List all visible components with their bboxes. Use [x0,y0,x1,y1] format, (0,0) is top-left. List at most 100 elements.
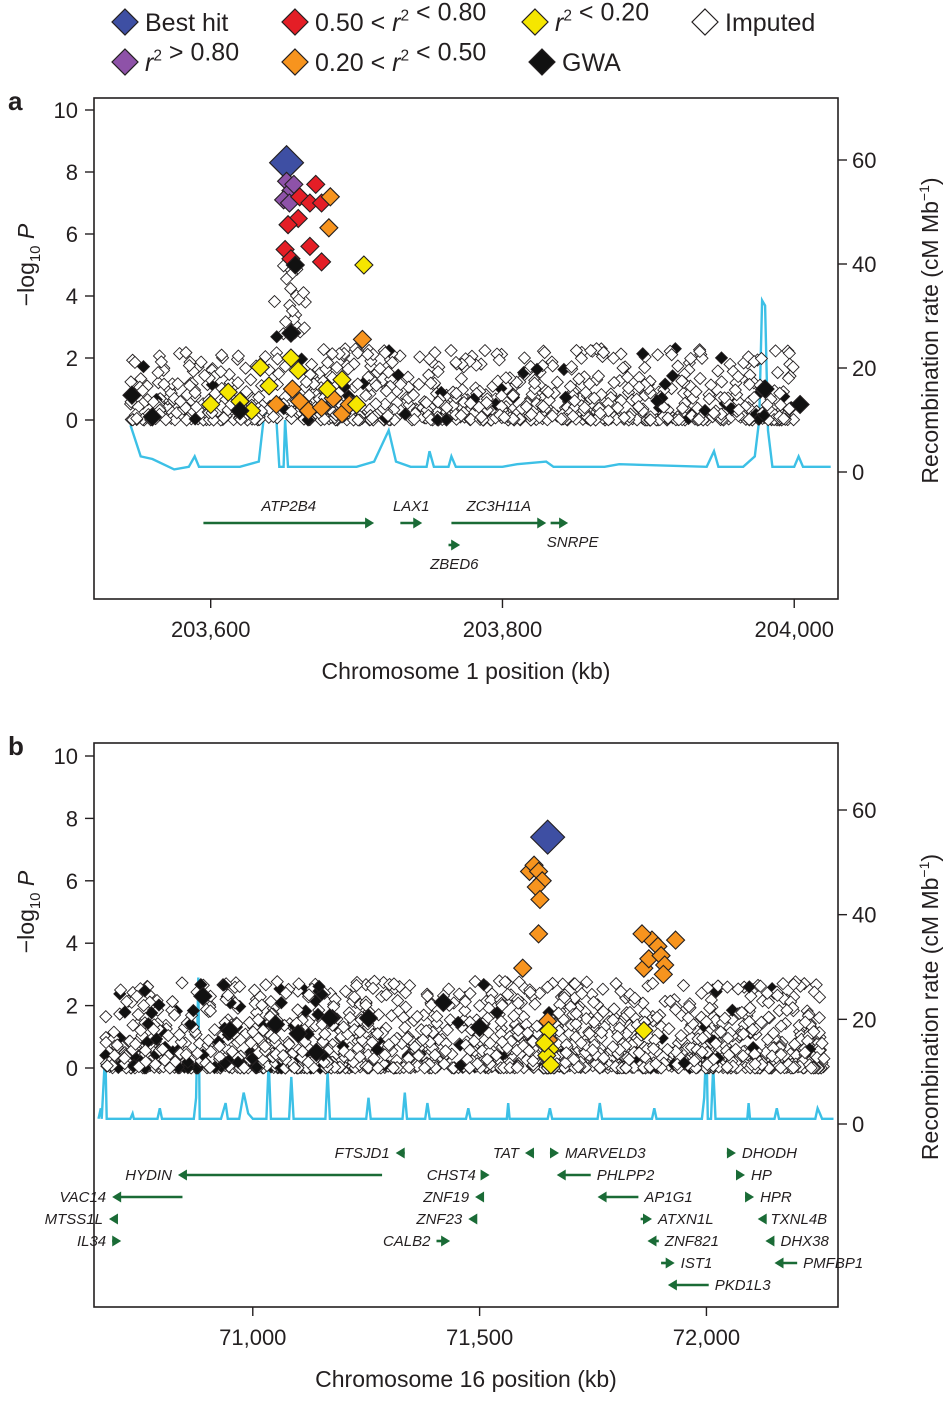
imputed-point [657,400,671,414]
imputed-point [99,1035,113,1050]
imputed-point [373,361,387,376]
imputed-point [584,343,598,358]
gene-arrow-head [112,1235,122,1247]
imputed-point [661,411,675,425]
imputed-point [353,1050,367,1064]
imputed-point [663,994,677,1008]
x-axis-label: Chromosome 1 position (kb) [322,658,611,684]
gwa-point [714,351,729,365]
imputed-point [606,351,621,365]
imputed-point [707,1052,721,1066]
imputed-point [692,412,706,427]
imputed-point [668,1002,683,1017]
gene-label-calb2: CALB2 [383,1233,431,1250]
imputed-point [807,1025,821,1039]
imputed-point [586,1043,600,1057]
gene-label-atp2b4: ATP2B4 [260,498,316,515]
imputed-point [110,1038,124,1052]
imputed-point [302,988,316,1002]
snp-point-low [259,376,279,396]
imputed-point [165,994,180,1009]
imputed-point [381,408,395,423]
imputed-point [247,983,262,997]
imputed-point [709,1037,723,1051]
x-axis-label: Chromosome 16 position (kb) [315,1366,617,1392]
snp-point-low [346,394,367,415]
imputed-point [495,1035,509,1049]
imputed-point [463,986,477,1001]
imputed-point [128,1037,143,1051]
imputed-point [662,1022,676,1036]
imputed-point [621,381,636,395]
gene-arrow-head [108,1213,118,1225]
imputed-point [398,1020,412,1035]
imputed-point [735,1005,749,1020]
imputed-point [120,994,134,1009]
gene-label-zbed6: ZBED6 [429,556,479,573]
gene-label-pmfbp1: PMFBP1 [803,1255,863,1272]
legend-marker-6 [528,48,556,76]
imputed-point [463,396,478,410]
imputed-point [113,983,128,997]
imputed-point [675,374,689,388]
imputed-point [704,378,718,392]
gwa-point [490,1006,504,1020]
imputed-point [231,349,246,363]
imputed-point [591,369,606,383]
imputed-point [171,377,185,391]
plot-frame [93,742,839,1308]
imputed-point [387,977,401,991]
gene-arrow-head [451,539,461,551]
imputed-point [284,404,299,419]
imputed-point [172,1028,186,1042]
imputed-point [574,1036,588,1050]
imputed-point [117,1051,132,1065]
imputed-point [341,362,355,376]
imputed-point [452,987,466,1001]
imputed-point [155,1042,170,1056]
y-tick-label: 6 [66,222,78,247]
imputed-point [632,1046,646,1060]
legend-label-3: Imputed [725,9,815,37]
imputed-point [675,401,690,415]
imputed-point [182,358,197,373]
gwa-point [724,402,738,416]
imputed-point [151,366,165,380]
y2-axis-label: Recombination rate (cM Mb−1) [916,854,943,1160]
imputed-point [478,343,492,358]
imputed-point [400,1031,414,1045]
imputed-point [717,391,732,405]
imputed-point [440,1023,455,1037]
snp-point-gwa [358,1008,379,1028]
imputed-points [99,974,831,1075]
imputed-point [158,1053,172,1067]
gene-label-znf821: ZNF821 [664,1233,719,1250]
imputed-point [569,1006,583,1021]
imputed-point [410,1059,425,1073]
gene-arrow-head [413,517,423,529]
imputed-point [474,410,489,424]
imputed-point [701,981,715,995]
imputed-point [745,1022,760,1037]
gwa-point [477,977,491,992]
imputed-point [711,364,725,378]
imputed-point [535,359,550,373]
imputed-point [385,355,399,370]
y-tick-label: 8 [66,806,78,831]
imputed-point [671,359,685,373]
gene-arrow-head [643,1213,652,1225]
imputed-point [430,1009,444,1024]
gene-label-dhodh: DHODH [742,1145,797,1162]
imputed-point [711,979,725,993]
imputed-point [361,1060,375,1075]
gene-arrow-head [774,1257,784,1269]
snp-point-low [288,360,309,381]
gene-arrow-head [468,1213,478,1225]
snp-point-r20 [266,394,287,415]
imputed-point [330,360,344,375]
imputed-point [646,976,660,991]
imputed-point [244,1036,258,1050]
imputed-point [607,1002,621,1016]
imputed-point [393,377,408,391]
imputed-point [231,376,245,390]
